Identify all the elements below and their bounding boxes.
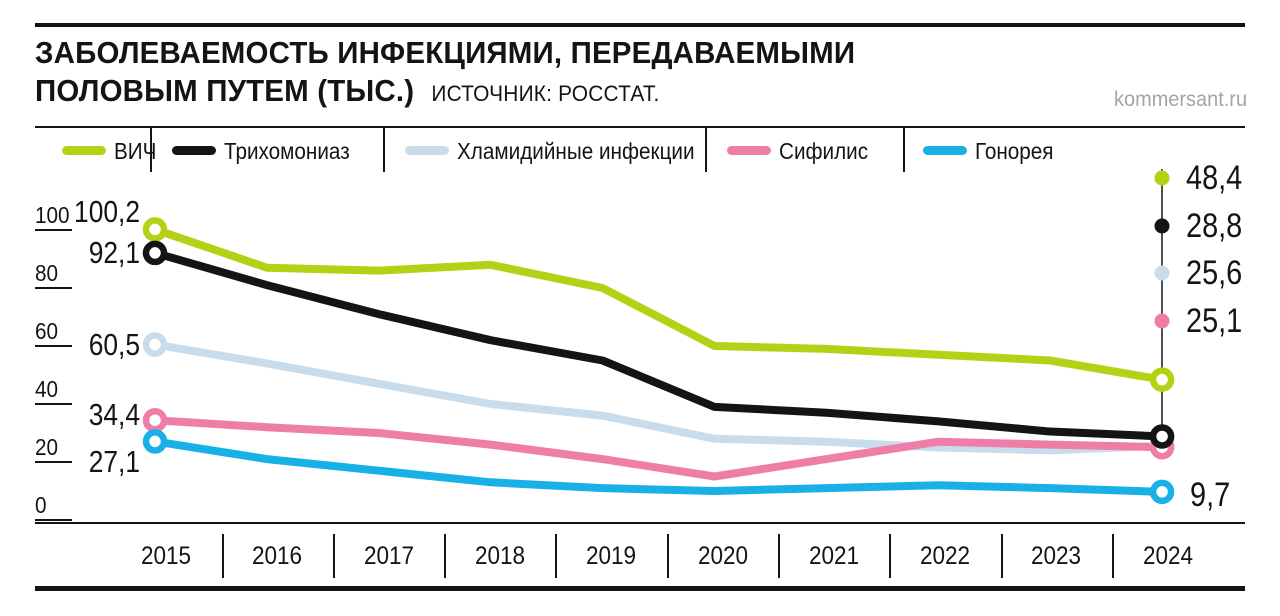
year-label-2019: 2019 <box>586 542 637 570</box>
source-label: ИСТОЧНИК: РОССТАТ. <box>431 81 660 106</box>
callout-value-chlamydia: 25,6 <box>1186 254 1243 292</box>
y-tick-mark-80 <box>35 287 72 289</box>
legend-separator-1 <box>383 127 385 172</box>
series-start-marker-syphilis <box>142 407 168 433</box>
legend-swatch-syphilis-icon <box>727 146 771 155</box>
series-line-chlamydia <box>151 340 1167 455</box>
start-value-gonorrhea: 27,1 <box>88 444 140 479</box>
year-label-2017: 2017 <box>363 542 414 570</box>
series-start-marker-hiv <box>142 217 168 242</box>
x-axis-line <box>35 522 1245 524</box>
y-tick-label-20: 20 <box>35 434 59 460</box>
year-separator-4 <box>666 534 669 578</box>
callout-dot-syphilis <box>1154 313 1170 329</box>
y-tick-mark-60 <box>35 345 72 347</box>
legend-swatch-trichomoniasis-icon <box>172 146 216 155</box>
legend-separator-3 <box>903 127 905 172</box>
y-tick-label-80: 80 <box>35 260 59 286</box>
page-title-line2: ПОЛОВЫМ ПУТЕМ (ТЫС.) <box>35 73 415 108</box>
legend-swatch-hiv-icon <box>62 146 106 155</box>
year-label-2021: 2021 <box>808 542 859 570</box>
year-label-2020: 2020 <box>697 542 748 570</box>
series-line-hiv <box>151 225 1167 384</box>
year-separator-2 <box>444 534 447 578</box>
year-separator-0 <box>221 534 224 578</box>
series-start-marker-gonorrhea <box>142 429 168 454</box>
year-label-2016: 2016 <box>252 542 303 570</box>
callout-value-trichomoniasis: 28,8 <box>1186 207 1243 245</box>
y-tick-label-40: 40 <box>35 376 59 402</box>
callout-dot-trichomoniasis <box>1154 218 1170 234</box>
legend-swatch-gonorrhea-icon <box>923 146 967 155</box>
top-rule <box>35 23 1245 27</box>
legend-label-chlamydia: Хламидийные инфекции <box>457 138 695 164</box>
bottom-rule <box>35 586 1245 591</box>
series-line-syphilis <box>151 416 1167 481</box>
legend-separator-0 <box>150 127 152 172</box>
series-end-marker-gonorrhea <box>1149 479 1175 505</box>
year-separator-5 <box>778 534 780 578</box>
callout-value-syphilis: 25,1 <box>1186 302 1243 340</box>
callout-dot-chlamydia <box>1154 265 1170 281</box>
year-label-2022: 2022 <box>920 542 971 570</box>
series-end-marker-trichomoniasis <box>1149 424 1175 449</box>
start-value-chlamydia: 60,5 <box>88 327 140 362</box>
legend-swatch-chlamydia-icon <box>405 146 449 155</box>
header: ЗАБОЛЕВАЕМОСТЬ ИНФЕКЦИЯМИ, ПЕРЕДАВАЕМЫМИ… <box>35 34 855 110</box>
y-tick-mark-100 <box>35 229 72 231</box>
legend-top-rule <box>35 126 1245 128</box>
legend-label-gonorrhea: Гонорея <box>975 138 1054 164</box>
series-end-marker-hiv <box>1149 367 1175 392</box>
year-label-2018: 2018 <box>474 542 525 570</box>
y-tick-label-0: 0 <box>35 492 47 518</box>
year-separator-1 <box>332 534 335 578</box>
page-title-line1: ЗАБОЛЕВАЕМОСТЬ ИНФЕКЦИЯМИ, ПЕРЕДАВАЕМЫМИ <box>35 35 856 70</box>
year-separator-6 <box>889 534 892 578</box>
year-label-2024: 2024 <box>1142 542 1193 570</box>
year-separator-7 <box>1000 534 1003 578</box>
start-value-syphilis: 34,4 <box>88 397 140 432</box>
legend-label-trichomoniasis: Трихомониаз <box>224 138 350 164</box>
callout-value-hiv: 48,4 <box>1186 159 1243 197</box>
y-tick-label-100: 100 <box>35 202 70 228</box>
start-value-hiv: 100,2 <box>74 194 140 229</box>
legend-label-syphilis: Сифилис <box>779 138 869 164</box>
series-start-marker-trichomoniasis <box>142 240 168 266</box>
legend-label-hiv: ВИЧ <box>114 138 157 164</box>
watermark: kommersant.ru <box>1113 88 1247 111</box>
y-tick-label-60: 60 <box>35 318 59 344</box>
callout-value-gonorrhea: 9,7 <box>1190 476 1231 514</box>
series-line-trichomoniasis <box>151 248 1167 441</box>
year-separator-3 <box>555 534 558 578</box>
year-label-2023: 2023 <box>1031 542 1082 570</box>
y-tick-mark-20 <box>35 461 72 463</box>
start-value-trichomoniasis: 92,1 <box>88 235 140 270</box>
year-separator-8 <box>1111 534 1114 578</box>
year-label-2015: 2015 <box>140 542 192 570</box>
callout-dot-hiv <box>1154 170 1170 186</box>
series-start-marker-chlamydia <box>142 332 168 357</box>
series-line-gonorrhea <box>151 437 1167 496</box>
legend-separator-2 <box>705 127 707 172</box>
y-tick-mark-0 <box>35 519 72 521</box>
y-tick-mark-40 <box>35 403 72 405</box>
